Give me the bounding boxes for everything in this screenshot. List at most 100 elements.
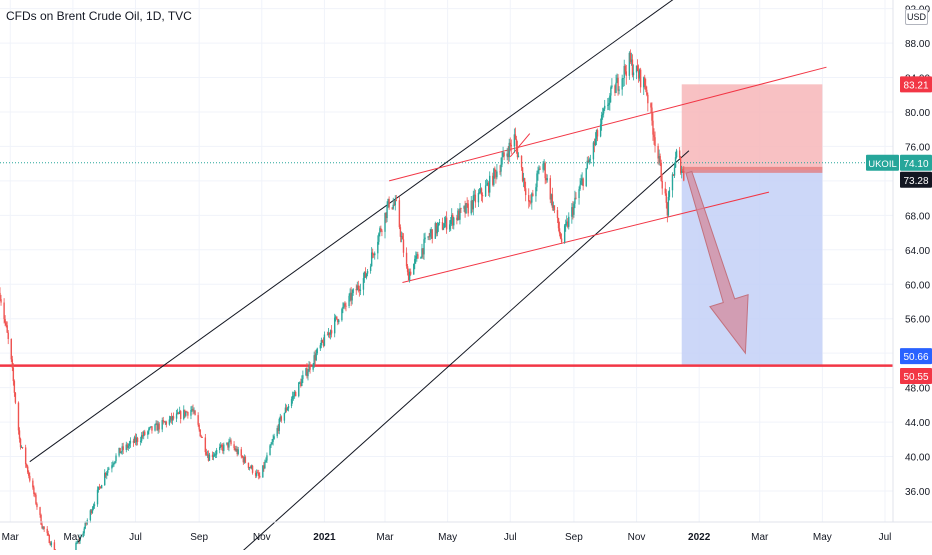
candle-body	[588, 159, 591, 163]
symbol-chip-text: UKOIL	[868, 159, 897, 170]
candle-body	[630, 59, 633, 63]
candle-body	[244, 457, 247, 463]
candle-body	[247, 462, 250, 468]
candle-body	[609, 95, 611, 104]
candle-body	[25, 464, 28, 467]
candle-body	[329, 330, 332, 335]
candle-body	[294, 391, 297, 397]
time-axis[interactable]: Mar May Jul Sep Nov 2021 Mar May Jul Sep Nov 2022 Ma…	[0, 521, 932, 543]
candle-body	[333, 317, 336, 334]
candle-body	[3, 302, 5, 320]
candle-body	[91, 508, 94, 513]
candle-body	[494, 168, 496, 172]
candle-body	[395, 199, 397, 201]
candle-body	[523, 178, 526, 189]
candle-body	[98, 486, 101, 488]
candle-body	[220, 445, 222, 447]
candle-body	[632, 72, 635, 76]
target-price-label: 50.66	[900, 348, 932, 365]
candle-body	[660, 162, 662, 181]
candle-body	[514, 134, 517, 140]
candle-body	[429, 233, 431, 237]
arrow-drawing[interactable]	[685, 170, 749, 355]
candle-body	[567, 221, 569, 227]
candle-body	[623, 65, 625, 79]
candle-body	[543, 163, 545, 165]
candle-body	[14, 392, 17, 403]
candle-body	[35, 494, 37, 504]
symbol-title[interactable]: CFDs on Brent Crude Oil, 1D, TVC	[6, 9, 192, 23]
candle-body	[552, 205, 555, 208]
candle-body	[313, 355, 315, 365]
candle-body	[532, 193, 534, 197]
candle-body	[500, 164, 502, 172]
candle-body	[251, 465, 254, 473]
candle-body	[77, 540, 79, 543]
trend-lines[interactable]	[0, 0, 893, 555]
candle-body	[177, 412, 180, 414]
candle-body	[290, 399, 293, 407]
candle-body	[20, 447, 23, 448]
candle-body	[478, 192, 481, 194]
candle-body	[327, 332, 330, 336]
candle-body	[36, 503, 38, 508]
candle-body	[489, 175, 491, 193]
x-tick-label: Mar	[376, 532, 394, 543]
candle-body	[616, 77, 618, 83]
candle-body	[392, 204, 394, 209]
candle-body	[221, 445, 223, 447]
candle-body	[132, 440, 135, 443]
candle-body	[592, 142, 595, 160]
currency-button[interactable]: USD	[905, 9, 928, 25]
candle-body	[307, 371, 309, 377]
candle-body	[618, 89, 620, 91]
candle-body	[205, 452, 208, 455]
candle-body	[170, 416, 173, 421]
candle-body	[204, 437, 207, 453]
candle-body	[539, 168, 541, 170]
candle-body	[464, 206, 466, 214]
candle-body	[248, 467, 251, 469]
candle-body	[658, 156, 660, 159]
candle-body	[593, 142, 596, 146]
candle-body	[644, 77, 646, 86]
candle-body	[161, 420, 163, 430]
candle-body	[565, 223, 567, 226]
x-tick-label: Nov	[628, 532, 646, 543]
candle-body	[635, 65, 638, 73]
candle-body	[604, 105, 606, 109]
candle-body	[580, 180, 582, 185]
candle-body	[672, 174, 675, 176]
candle-body	[227, 442, 229, 448]
candle-body	[148, 428, 150, 432]
candle-body	[450, 219, 452, 225]
candle-body	[7, 332, 9, 339]
candle-body	[657, 146, 659, 159]
candle-body	[142, 435, 144, 437]
candle-body	[283, 412, 286, 421]
candle-body	[665, 193, 668, 203]
candle-body	[242, 457, 245, 463]
candle-body	[585, 168, 587, 187]
last-price-label-text: 74.10	[903, 159, 928, 170]
candle-body	[228, 441, 230, 448]
price-labels: 83.21 74.10 73.28 50.66 50.55 UKOIL	[866, 76, 932, 384]
candle-body	[448, 224, 451, 230]
candle-body	[624, 65, 626, 72]
candle-body	[556, 210, 559, 219]
candle-body	[106, 472, 108, 476]
candle-body	[437, 223, 440, 227]
candle-body	[472, 195, 475, 210]
candle-body	[643, 77, 645, 88]
candle-body	[78, 540, 80, 542]
candle-body	[610, 87, 612, 96]
candle-body	[470, 200, 472, 214]
candle-body	[237, 449, 239, 455]
candle-body	[683, 170, 685, 181]
candle-body	[156, 423, 158, 431]
candle-body	[492, 175, 494, 185]
candle-body	[535, 187, 537, 197]
candle-body	[371, 252, 374, 255]
